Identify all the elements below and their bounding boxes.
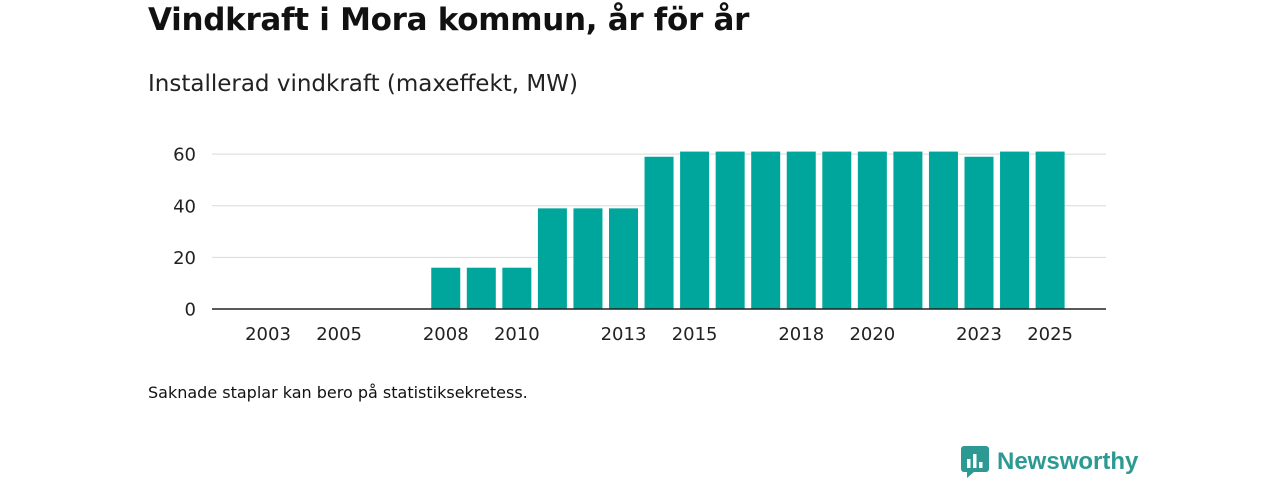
bar-2010 bbox=[502, 267, 532, 309]
newsworthy-logo-icon bbox=[961, 446, 989, 478]
bar-2008 bbox=[431, 267, 461, 309]
x-tick-label: 2010 bbox=[494, 324, 540, 345]
bar-2011 bbox=[537, 208, 567, 309]
bar-2022 bbox=[928, 151, 958, 309]
bar-2019 bbox=[822, 151, 852, 309]
y-tick-label: 40 bbox=[173, 196, 196, 217]
y-tick-label: 20 bbox=[173, 248, 196, 269]
bar-2014 bbox=[644, 156, 674, 309]
x-tick-label: 2023 bbox=[956, 324, 1002, 345]
x-tick-label: 2008 bbox=[423, 324, 469, 345]
x-tick-label: 2018 bbox=[778, 324, 824, 345]
bar-2021 bbox=[893, 151, 923, 309]
bar-2009 bbox=[466, 267, 496, 309]
bar-2012 bbox=[573, 208, 603, 309]
bar-chart: 0 20 40 60 2003 2005 2008 2010 2013 2015 2018 2020 2… bbox=[173, 145, 1106, 345]
bar-2015 bbox=[680, 151, 710, 309]
bar-2017 bbox=[751, 151, 781, 309]
bar-2013 bbox=[609, 208, 638, 309]
bar-2018 bbox=[786, 151, 816, 309]
x-tick-label: 2005 bbox=[316, 324, 362, 345]
x-tick-label: 2015 bbox=[672, 324, 718, 345]
y-tick-label: 0 bbox=[185, 300, 196, 321]
bar-2023 bbox=[964, 156, 994, 309]
bar-2025 bbox=[1035, 151, 1065, 309]
chart-title: Vindkraft i Mora kommun, år för år bbox=[148, 2, 750, 38]
x-tick-label: 2025 bbox=[1027, 324, 1073, 345]
x-tick-label: 2020 bbox=[849, 324, 895, 345]
chart-subtitle: Installerad vindkraft (maxeffekt, MW) bbox=[148, 71, 578, 97]
brand-logo: Newsworthy bbox=[961, 446, 1138, 478]
x-tick-label: 2003 bbox=[245, 324, 291, 345]
bar-2016 bbox=[715, 151, 745, 309]
y-tick-label: 60 bbox=[173, 145, 196, 166]
x-tick-label: 2013 bbox=[601, 324, 647, 345]
footnote: Saknade staplar kan bero på statistiksek… bbox=[148, 383, 528, 402]
bar-2024 bbox=[1000, 151, 1030, 309]
bar-2020 bbox=[857, 151, 887, 309]
brand-name: Newsworthy bbox=[997, 448, 1139, 475]
